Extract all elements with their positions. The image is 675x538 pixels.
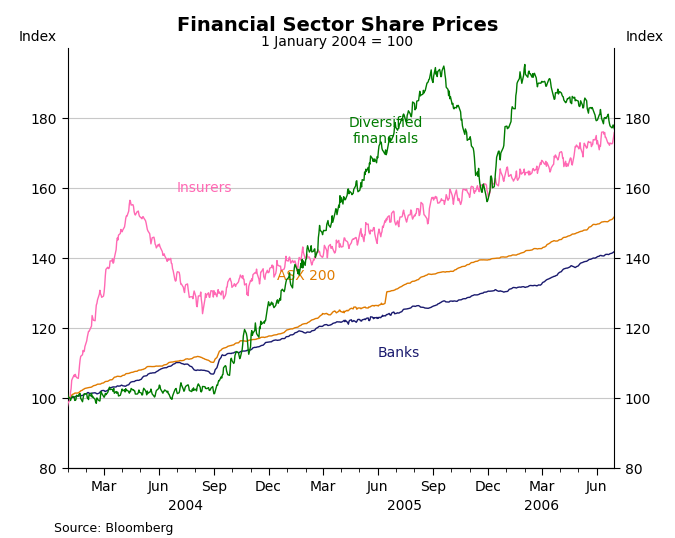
Text: Source: Bloomberg: Source: Bloomberg bbox=[54, 522, 173, 535]
Text: Diversified
financials: Diversified financials bbox=[349, 116, 423, 146]
Text: Financial Sector Share Prices: Financial Sector Share Prices bbox=[177, 16, 498, 35]
Text: Insurers: Insurers bbox=[177, 181, 232, 195]
Text: Index: Index bbox=[625, 30, 664, 44]
Text: 2004: 2004 bbox=[167, 499, 202, 513]
Text: 2006: 2006 bbox=[524, 499, 559, 513]
Text: 1 January 2004 = 100: 1 January 2004 = 100 bbox=[261, 35, 414, 49]
Text: Banks: Banks bbox=[378, 345, 420, 359]
Text: Index: Index bbox=[18, 30, 57, 44]
Text: 2005: 2005 bbox=[387, 499, 422, 513]
Text: ASX 200: ASX 200 bbox=[277, 268, 335, 282]
